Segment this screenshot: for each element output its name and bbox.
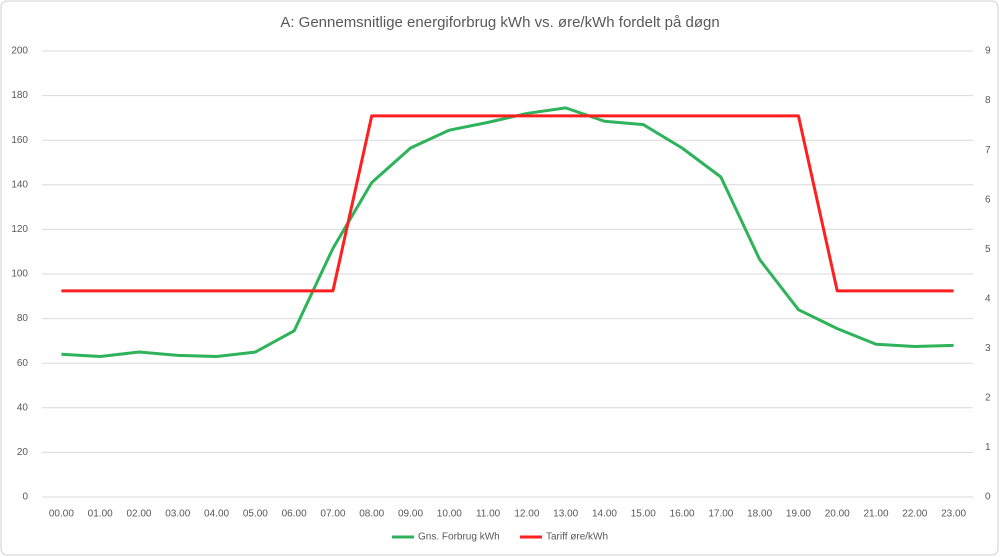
- x-tick-label: 11.00: [476, 509, 501, 520]
- x-tick-label: 14.00: [592, 509, 617, 520]
- y2-tick-label: 1: [985, 442, 991, 453]
- x-tick-label: 03.00: [165, 509, 190, 520]
- y2-tick-label: 6: [985, 194, 991, 205]
- y2-tick-label: 2: [985, 393, 991, 404]
- y2-tick-label: 3: [985, 343, 991, 354]
- legend-label: Gns. Forbrug kWh: [418, 532, 500, 543]
- y2-tick-label: 0: [985, 492, 991, 503]
- x-tick-label: 21.00: [864, 509, 889, 520]
- y2-tick-label: 4: [985, 293, 991, 304]
- x-tick-label: 15.00: [631, 509, 656, 520]
- y-tick-label: 0: [22, 492, 28, 503]
- y-tick-label: 140: [11, 179, 28, 190]
- x-tick-label: 20.00: [825, 509, 850, 520]
- x-tick-label: 13.00: [553, 509, 578, 520]
- x-tick-label: 09.00: [398, 509, 423, 520]
- y2-tick-label: 9: [985, 46, 991, 57]
- x-tick-label: 02.00: [126, 509, 151, 520]
- x-tick-label: 05.00: [243, 509, 268, 520]
- series-line: [61, 106, 954, 359]
- series-line: [61, 114, 954, 293]
- x-tick-label: 23.00: [941, 509, 966, 520]
- y-tick-label: 200: [11, 46, 28, 57]
- x-tick-label: 06.00: [282, 509, 307, 520]
- x-tick-label: 10.00: [437, 509, 462, 520]
- y2-tick-label: 5: [985, 244, 991, 255]
- y-tick-label: 60: [17, 358, 29, 369]
- y-tick-label: 160: [11, 135, 28, 146]
- x-tick-label: 00.00: [49, 509, 74, 520]
- x-tick-label: 16.00: [670, 509, 695, 520]
- y-tick-label: 40: [17, 402, 29, 413]
- y-tick-label: 120: [11, 224, 28, 235]
- x-tick-label: 12.00: [514, 509, 539, 520]
- y2-tick-label: 8: [985, 95, 991, 106]
- x-tick-label: 04.00: [204, 509, 229, 520]
- x-tick-label: 22.00: [902, 509, 927, 520]
- x-tick-label: 08.00: [359, 509, 384, 520]
- x-tick-label: 17.00: [708, 509, 733, 520]
- y-tick-label: 80: [17, 313, 29, 324]
- x-tick-label: 18.00: [747, 509, 772, 520]
- y-tick-label: 100: [11, 269, 28, 280]
- y-tick-label: 20: [17, 447, 29, 458]
- x-tick-label: 01.00: [88, 509, 113, 520]
- chart-title: A: Gennemsnitlige energiforbrug kWh vs. …: [280, 14, 719, 31]
- y-tick-label: 180: [11, 90, 28, 101]
- x-tick-label: 19.00: [786, 509, 811, 520]
- x-tick-label: 07.00: [320, 509, 345, 520]
- legend-label: Tariff øre/kWh: [546, 532, 608, 543]
- y2-tick-label: 7: [985, 145, 991, 156]
